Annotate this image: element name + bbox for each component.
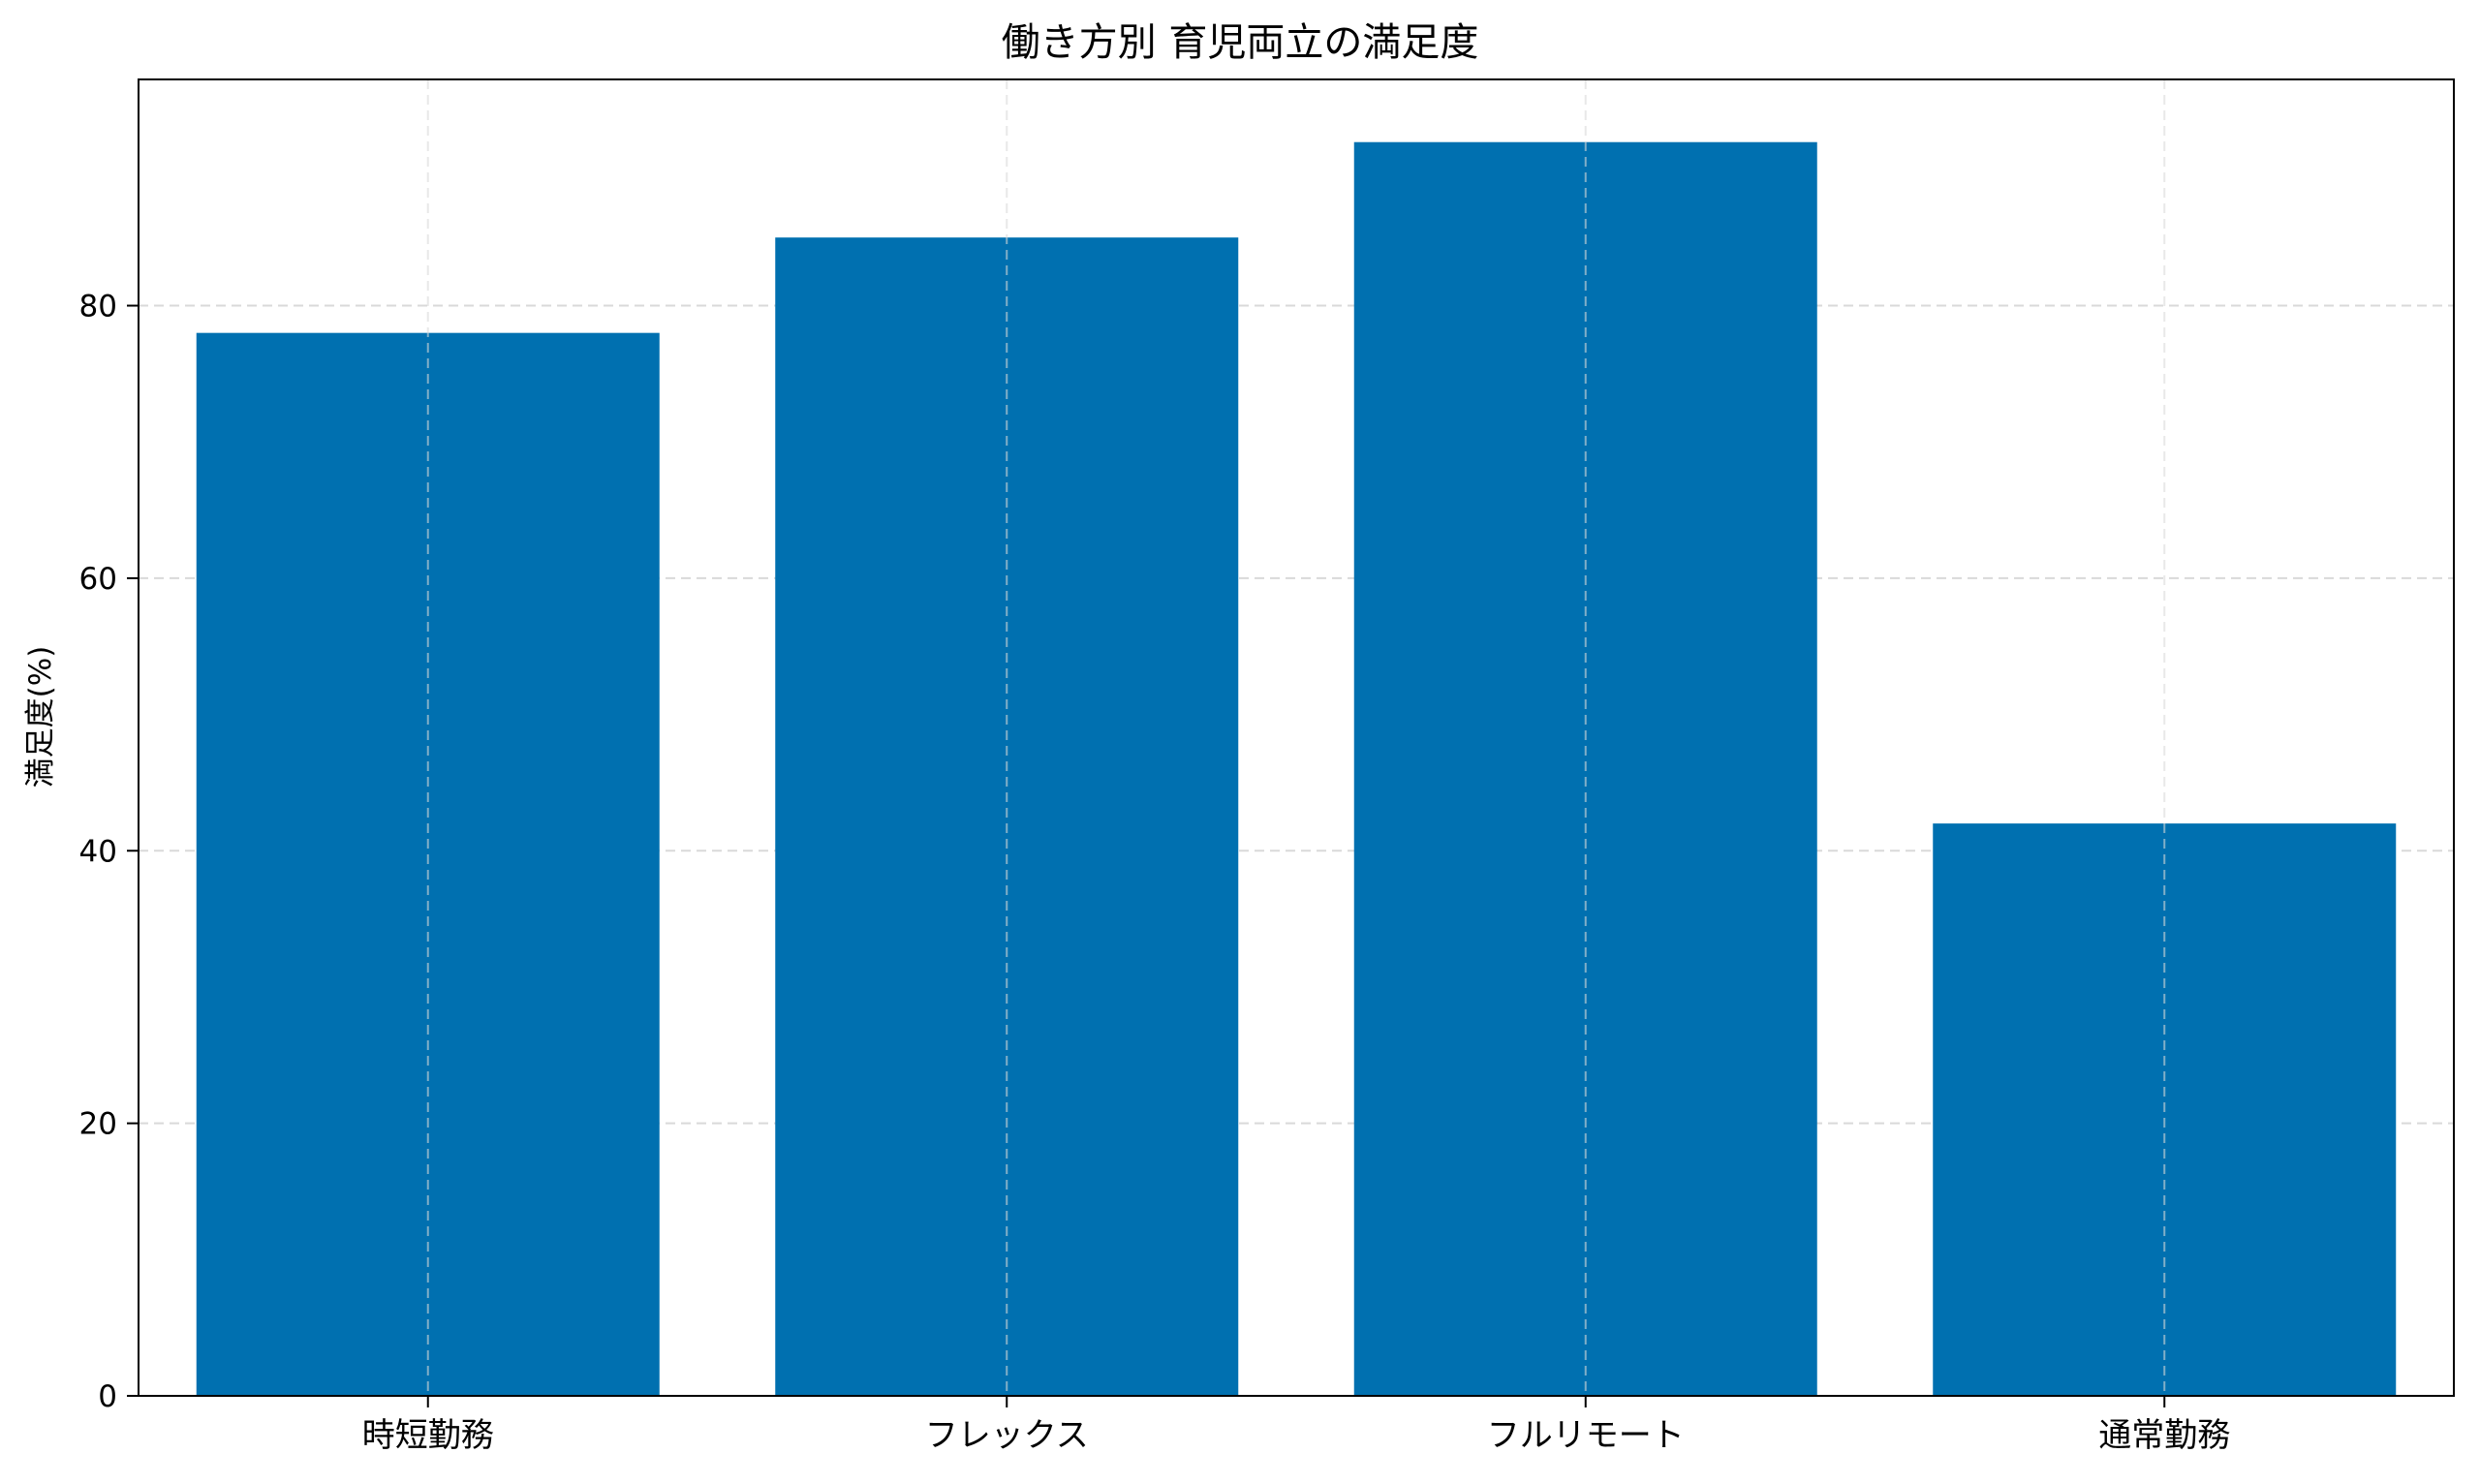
y-tick-label: 40 [79,834,117,869]
y-tick-label: 60 [79,562,117,597]
x-tick-label: 時短勤務 [362,1416,494,1455]
chart-title: 働き方別 育児両立の満足度 [1002,20,1479,65]
axes: 0 20 40 60 80 時短勤務 フレックス フルリモート 通常勤務 [79,78,2455,1455]
x-tick-label: フルリモート [1487,1416,1685,1455]
vertical-grid-lines [426,79,2166,1396]
y-tick-label: 20 [79,1107,117,1142]
plot-frame [138,78,2455,1397]
x-tick-label: 通常勤務 [2098,1416,2230,1455]
bars [196,141,2397,1397]
y-axis-label: 満足度(%) [23,646,58,788]
x-tick-label: フレックス [925,1416,1089,1455]
y-tick-label: 80 [79,290,117,325]
y-tick-label: 0 [98,1379,117,1414]
bar-0 [196,332,660,1397]
